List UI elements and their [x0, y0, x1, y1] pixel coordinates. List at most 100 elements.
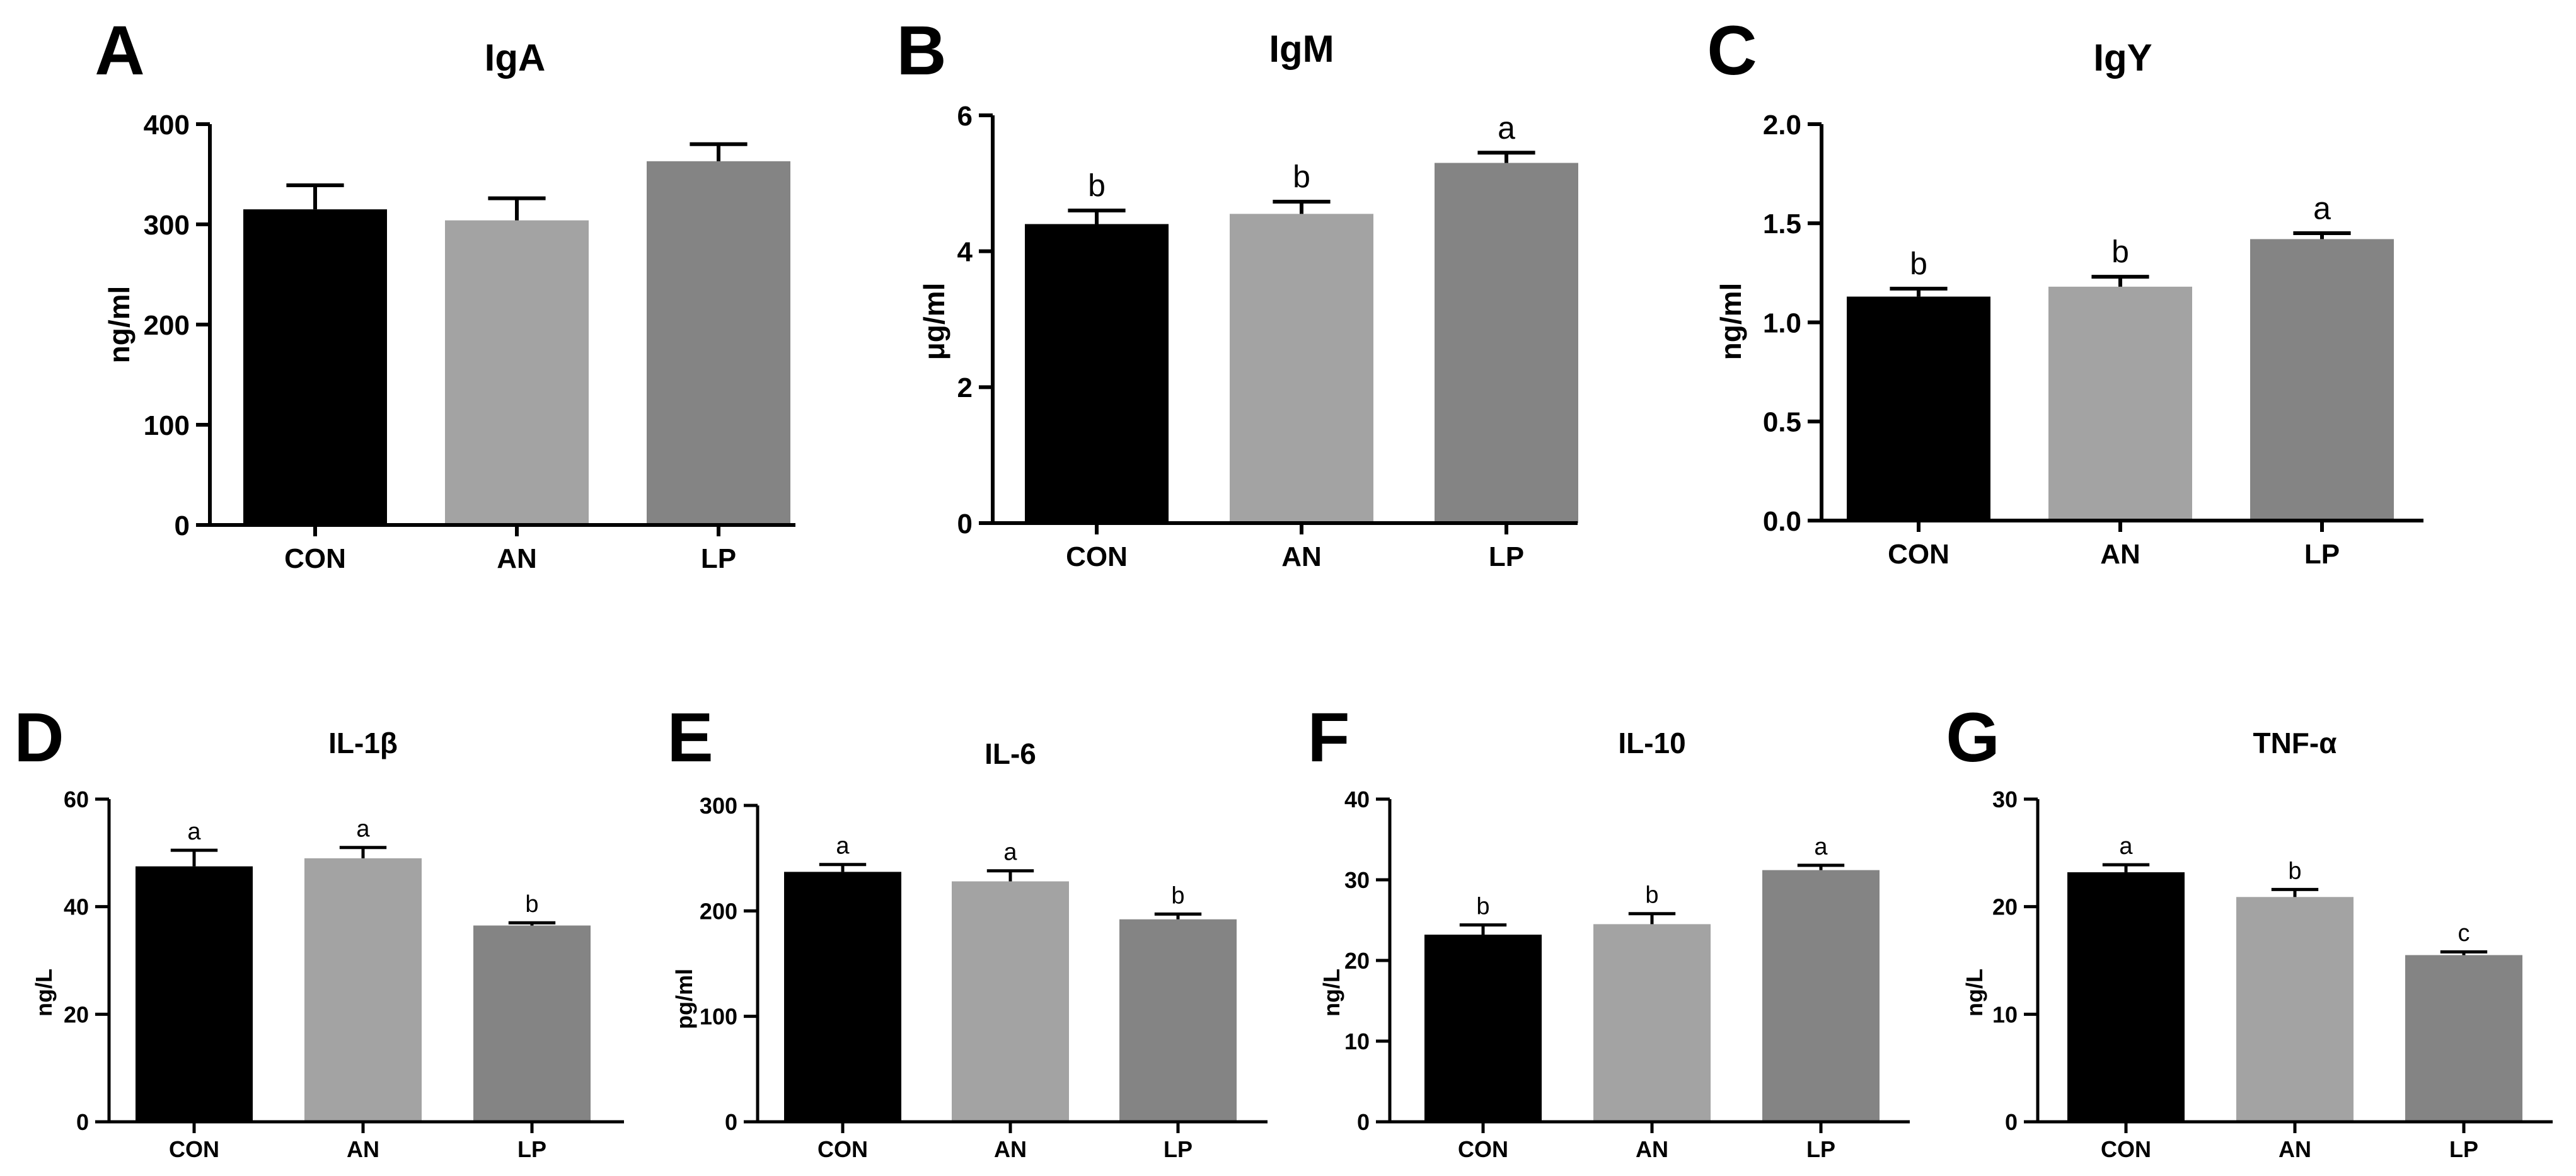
chart-title: IL-1β: [328, 727, 398, 759]
y-tick-label: 30: [1992, 787, 2018, 812]
significance-letter: a: [356, 816, 370, 843]
bar-lp: [2405, 955, 2522, 1122]
bar-an: [1230, 214, 1373, 523]
bar-an: [1593, 924, 1711, 1122]
chart-panel-c: C IgY ng/ml b CON b AN a LP 0.0 0.5 1.0 1.5 2.0: [1707, 12, 2423, 570]
significance-letter: b: [525, 891, 538, 918]
category-label: AN: [497, 543, 537, 574]
y-tick-label: 30: [1344, 867, 1370, 893]
bar-lp: [1762, 870, 1880, 1122]
category-label: LP: [2304, 539, 2340, 570]
bar-con: [136, 866, 253, 1122]
significance-letter: c: [2458, 920, 2470, 947]
y-tick-label: 40: [64, 894, 89, 920]
bar-con: [1025, 224, 1169, 523]
bar-con: [1847, 296, 1990, 521]
category-label: LP: [1489, 541, 1524, 572]
bar-lp: [647, 161, 790, 525]
y-tick-label: 40: [1344, 787, 1370, 812]
significance-letter: a: [1003, 839, 1017, 866]
category-label: LP: [701, 543, 736, 574]
category-label: CON: [1066, 541, 1128, 572]
category-label: CON: [1888, 539, 1949, 570]
y-tick-label: 2.0: [1763, 110, 1801, 141]
y-tick-label: 0.0: [1763, 506, 1801, 537]
y-axis-label: ng/ml: [103, 286, 136, 364]
significance-letter: b: [1088, 168, 1106, 203]
significance-letter: a: [1498, 110, 1515, 146]
y-axis-label: ng/ml: [1714, 283, 1747, 360]
category-label: AN: [2100, 539, 2140, 570]
y-tick-label: 400: [144, 110, 190, 141]
chart-panel-a: A IgA ng/ml CON AN LP 0 100 200 300 400: [95, 12, 795, 574]
y-tick-label: 200: [700, 898, 737, 924]
y-tick-label: 10: [1344, 1029, 1370, 1054]
panel-letter: F: [1307, 699, 1349, 776]
chart-title: IL-10: [1618, 727, 1685, 759]
y-tick-label: 2: [957, 372, 973, 403]
significance-letter: a: [187, 819, 201, 845]
category-label: AN: [1636, 1136, 1668, 1162]
y-tick-label: 300: [144, 210, 190, 241]
y-tick-label: 100: [700, 1004, 737, 1030]
y-tick-label: 20: [64, 1001, 89, 1027]
y-tick-label: 0.5: [1763, 407, 1801, 438]
significance-letter: a: [2313, 190, 2331, 226]
y-axis-label: pg/ml: [671, 969, 697, 1029]
significance-letter: a: [1814, 834, 1828, 860]
category-label: AN: [347, 1136, 379, 1162]
significance-letter: a: [2119, 833, 2133, 860]
y-tick-label: 0: [957, 509, 973, 539]
y-tick-label: 0: [175, 510, 190, 541]
y-tick-label: 20: [1344, 948, 1370, 974]
significance-letter: b: [1645, 882, 1658, 909]
y-tick-label: 200: [144, 310, 190, 341]
significance-letter: b: [2111, 234, 2129, 270]
category-label: LP: [1806, 1136, 1835, 1162]
bar-con: [2067, 872, 2185, 1122]
significance-letter: b: [2288, 858, 2301, 884]
bar-con: [1424, 935, 1542, 1122]
chart-panel-f: F IL-10 ng/L b CON b AN a LP 0 10 20 30 40: [1307, 699, 1910, 1162]
bar-lp: [473, 925, 591, 1122]
category-label: AN: [1281, 541, 1322, 572]
y-tick-label: 60: [64, 787, 89, 812]
bar-an: [2048, 286, 2192, 521]
bar-con: [243, 209, 387, 525]
y-axis-label: ng/L: [1961, 969, 1987, 1017]
significance-letter: b: [1171, 882, 1184, 909]
significance-letter: b: [1910, 246, 1927, 282]
bar-an: [304, 858, 422, 1122]
category-label: CON: [284, 543, 346, 574]
category-label: AN: [2279, 1136, 2311, 1162]
panel-letter: B: [896, 12, 946, 89]
y-tick-label: 100: [144, 410, 190, 441]
bar-an: [2236, 897, 2354, 1122]
significance-letter: b: [1293, 159, 1310, 194]
panel-letter: A: [95, 12, 144, 89]
y-tick-label: 300: [700, 793, 737, 819]
chart-title: IgM: [1269, 28, 1334, 70]
chart-title: IL-6: [985, 737, 1036, 770]
y-tick-label: 1.5: [1763, 209, 1801, 239]
y-tick-label: 0: [725, 1109, 737, 1135]
panel-letter: G: [1946, 699, 2000, 776]
category-label: CON: [1458, 1136, 1508, 1162]
bar-lp: [2250, 239, 2394, 521]
category-label: CON: [817, 1136, 868, 1162]
panel-letter: D: [14, 699, 64, 776]
y-tick-label: 10: [1992, 1001, 2018, 1027]
chart-title: TNF-α: [2253, 727, 2336, 759]
significance-letter: a: [836, 833, 850, 860]
chart-panel-e: E IL-6 pg/ml a CON a AN b LP 0 100 200 300: [667, 699, 1268, 1162]
bar-an: [445, 220, 589, 525]
category-label: LP: [2449, 1136, 2478, 1162]
bar-lp: [1119, 919, 1237, 1122]
bar-con: [784, 872, 901, 1122]
y-tick-label: 6: [957, 101, 973, 132]
bar-an: [952, 881, 1069, 1122]
y-tick-label: 4: [957, 237, 973, 268]
chart-title: IgY: [2093, 37, 2152, 79]
y-axis-label: ng/L: [1319, 969, 1344, 1017]
